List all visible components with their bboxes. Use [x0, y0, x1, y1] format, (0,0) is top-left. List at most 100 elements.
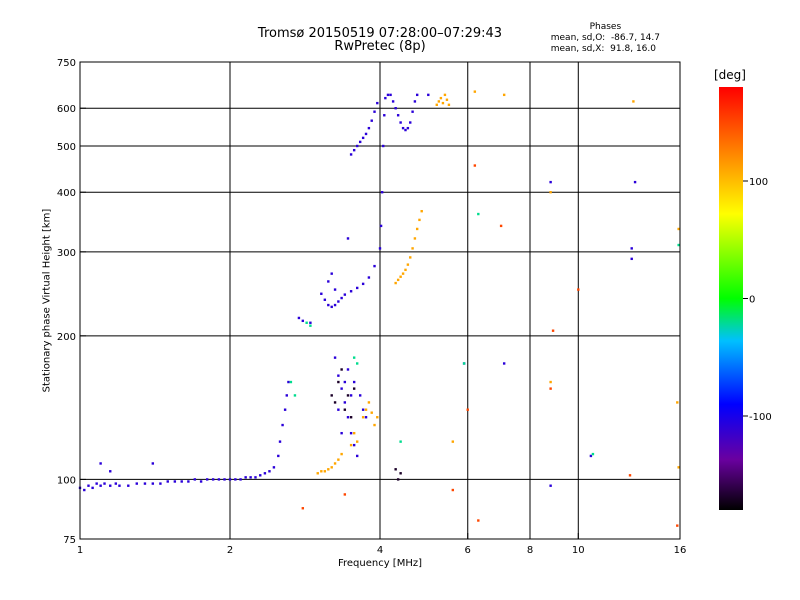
data-point — [263, 472, 267, 475]
data-point — [337, 374, 340, 377]
data-point — [309, 321, 312, 324]
x-tick-label: 6 — [465, 545, 471, 556]
data-point — [409, 256, 412, 259]
data-point — [502, 362, 506, 365]
data-point — [633, 180, 637, 184]
data-point — [333, 401, 337, 404]
y-tick-label: 100 — [57, 475, 76, 486]
data-point — [413, 237, 417, 240]
data-point — [451, 488, 455, 492]
data-point — [394, 281, 397, 285]
data-point — [297, 316, 301, 320]
data-point — [127, 484, 130, 487]
y-tick-label: 600 — [57, 104, 76, 115]
data-point — [676, 524, 679, 527]
data-point — [173, 480, 177, 483]
y-tick-label: 400 — [57, 188, 76, 199]
data-point — [447, 103, 451, 107]
data-point — [281, 423, 284, 427]
y-tick-label: 75 — [63, 535, 76, 546]
x-tick-label: 10 — [572, 545, 585, 556]
data-point — [406, 263, 410, 266]
data-point — [180, 480, 183, 483]
colorbar — [719, 87, 743, 510]
data-point — [228, 478, 232, 481]
data-point — [591, 452, 595, 456]
data-point — [340, 431, 343, 435]
axis-ticks: 1 2 4 6 8 10 16 75 100 200 300 400 500 600 750 — [57, 58, 686, 556]
data-point — [352, 356, 356, 359]
data-point — [301, 319, 305, 323]
data-point — [323, 470, 327, 473]
data-point — [373, 110, 376, 113]
data-point — [355, 440, 359, 443]
data-point — [437, 100, 441, 103]
data-point — [320, 292, 323, 295]
x-tick-label: 2 — [227, 545, 233, 556]
data-point — [346, 368, 350, 371]
data-points — [78, 90, 680, 527]
data-point — [551, 329, 555, 332]
data-point — [451, 440, 455, 443]
data-point — [349, 290, 353, 293]
data-point — [349, 443, 353, 447]
data-point — [462, 362, 466, 365]
data-point — [420, 209, 423, 213]
data-point — [166, 480, 169, 483]
data-point — [337, 458, 340, 461]
data-point — [396, 278, 400, 282]
data-point — [199, 480, 203, 483]
colorbar-label: [deg] — [714, 68, 746, 82]
data-point — [254, 476, 257, 479]
phases-legend: Phases mean, sd,O: -86.7, 14.7 mean, sd,… — [551, 22, 660, 55]
data-point — [380, 191, 384, 194]
data-point — [211, 478, 215, 481]
data-point — [301, 507, 305, 510]
data-point — [477, 212, 480, 216]
data-point — [411, 110, 414, 113]
data-point — [364, 408, 368, 411]
data-point — [396, 478, 400, 481]
colorbar-tick-label: -100 — [749, 412, 772, 423]
data-point — [389, 93, 392, 97]
data-point — [330, 305, 333, 309]
colorbar-ticks: -100 0 100 — [743, 177, 772, 423]
data-point — [361, 282, 365, 286]
data-point — [411, 247, 414, 250]
data-point — [630, 247, 633, 250]
data-point — [386, 93, 390, 97]
data-point — [406, 126, 410, 130]
data-point — [330, 272, 333, 275]
data-point — [502, 93, 506, 97]
data-point — [399, 440, 402, 443]
data-point — [333, 462, 337, 465]
data-point — [103, 482, 106, 485]
data-point — [628, 474, 632, 477]
chart-subtitle: RwPretec (8p) — [334, 39, 426, 54]
data-point — [349, 394, 353, 397]
data-point — [337, 380, 340, 384]
data-point — [340, 296, 343, 300]
chart-title: Tromsø 20150519 07:28:00–07:29:43 — [257, 26, 503, 41]
y-tick-label: 750 — [57, 58, 76, 69]
data-point — [409, 121, 412, 124]
data-point — [367, 401, 371, 404]
data-point — [151, 482, 155, 485]
data-point — [358, 140, 362, 144]
data-point — [352, 380, 356, 384]
data-point — [379, 224, 383, 228]
data-point — [320, 470, 323, 473]
data-point — [277, 454, 280, 458]
data-point — [396, 114, 400, 117]
colorbar-tick-label: 0 — [749, 295, 755, 306]
data-point — [441, 101, 445, 105]
data-point — [91, 486, 94, 490]
phases-o-stats: mean, sd,O: -86.7, 14.7 — [550, 33, 660, 43]
data-point — [676, 401, 679, 404]
phases-x-stats: mean, sd,X: 91.8, 16.0 — [550, 44, 656, 54]
data-point — [239, 478, 242, 481]
data-point — [382, 144, 385, 148]
colorbar-tick-label: 100 — [749, 177, 768, 188]
data-point — [376, 101, 379, 105]
